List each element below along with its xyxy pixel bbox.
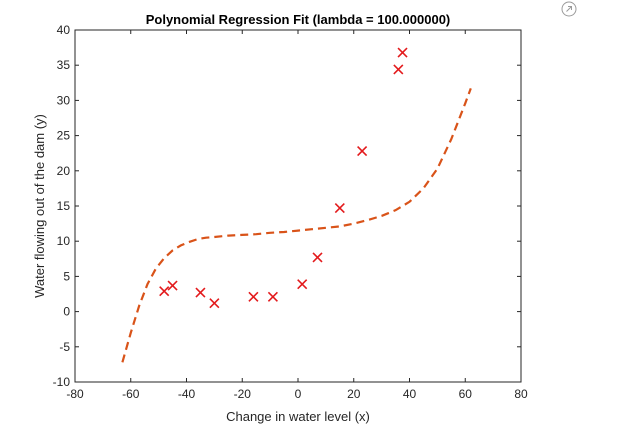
x-tick-label: 0 — [295, 387, 302, 401]
x-tick-label: -60 — [122, 387, 140, 401]
x-tick-label: 60 — [459, 387, 473, 401]
x-tick-label: -20 — [234, 387, 252, 401]
y-tick-label: 20 — [57, 164, 71, 178]
data-point-x-marker — [195, 287, 206, 298]
y-tick-label: -5 — [59, 340, 70, 354]
x-tick-label: 20 — [347, 387, 361, 401]
y-tick-label: 15 — [57, 199, 71, 213]
data-point-x-marker — [334, 203, 345, 214]
x-tick-label: 80 — [514, 387, 528, 401]
y-tick-label: -10 — [53, 375, 71, 389]
y-tick-label: 25 — [57, 129, 71, 143]
axes-background — [75, 30, 521, 382]
chart-title: Polynomial Regression Fit (lambda = 100.… — [146, 12, 451, 27]
data-point-x-marker — [159, 286, 170, 297]
x-tick-label: -80 — [66, 387, 84, 401]
y-tick-label: 30 — [57, 93, 71, 107]
data-point-x-marker — [393, 64, 404, 75]
y-tick-label: 0 — [63, 305, 70, 319]
y-axis-label: Water flowing out of the dam (y) — [32, 114, 47, 298]
data-point-x-marker — [248, 291, 259, 302]
fit-curve-line — [121, 88, 472, 363]
export-button[interactable] — [561, 1, 577, 17]
data-point-x-marker — [297, 279, 308, 290]
x-tick-label: 40 — [403, 387, 417, 401]
fit-curve-layer — [121, 88, 472, 363]
data-point-x-marker — [312, 252, 323, 263]
data-point-x-marker — [267, 291, 278, 302]
x-tick-label: -40 — [178, 387, 196, 401]
x-axis-ticks: -80 -60 -40 -20 0 20 40 60 80 — [66, 30, 528, 401]
data-point-x-marker — [209, 298, 220, 309]
y-tick-label: 5 — [63, 269, 70, 283]
data-point-x-marker — [167, 280, 178, 291]
y-axis-ticks: -10 -5 0 5 10 15 20 25 30 35 40 — [53, 23, 521, 389]
data-point-x-marker — [357, 146, 368, 157]
data-points-layer — [159, 47, 408, 309]
y-tick-label: 40 — [57, 23, 71, 37]
y-tick-label: 10 — [57, 234, 71, 248]
data-point-x-marker — [397, 47, 408, 58]
arrow-up-right-circle-icon — [561, 1, 577, 17]
x-axis-label: Change in water level (x) — [226, 409, 370, 424]
y-tick-label: 35 — [57, 58, 71, 72]
